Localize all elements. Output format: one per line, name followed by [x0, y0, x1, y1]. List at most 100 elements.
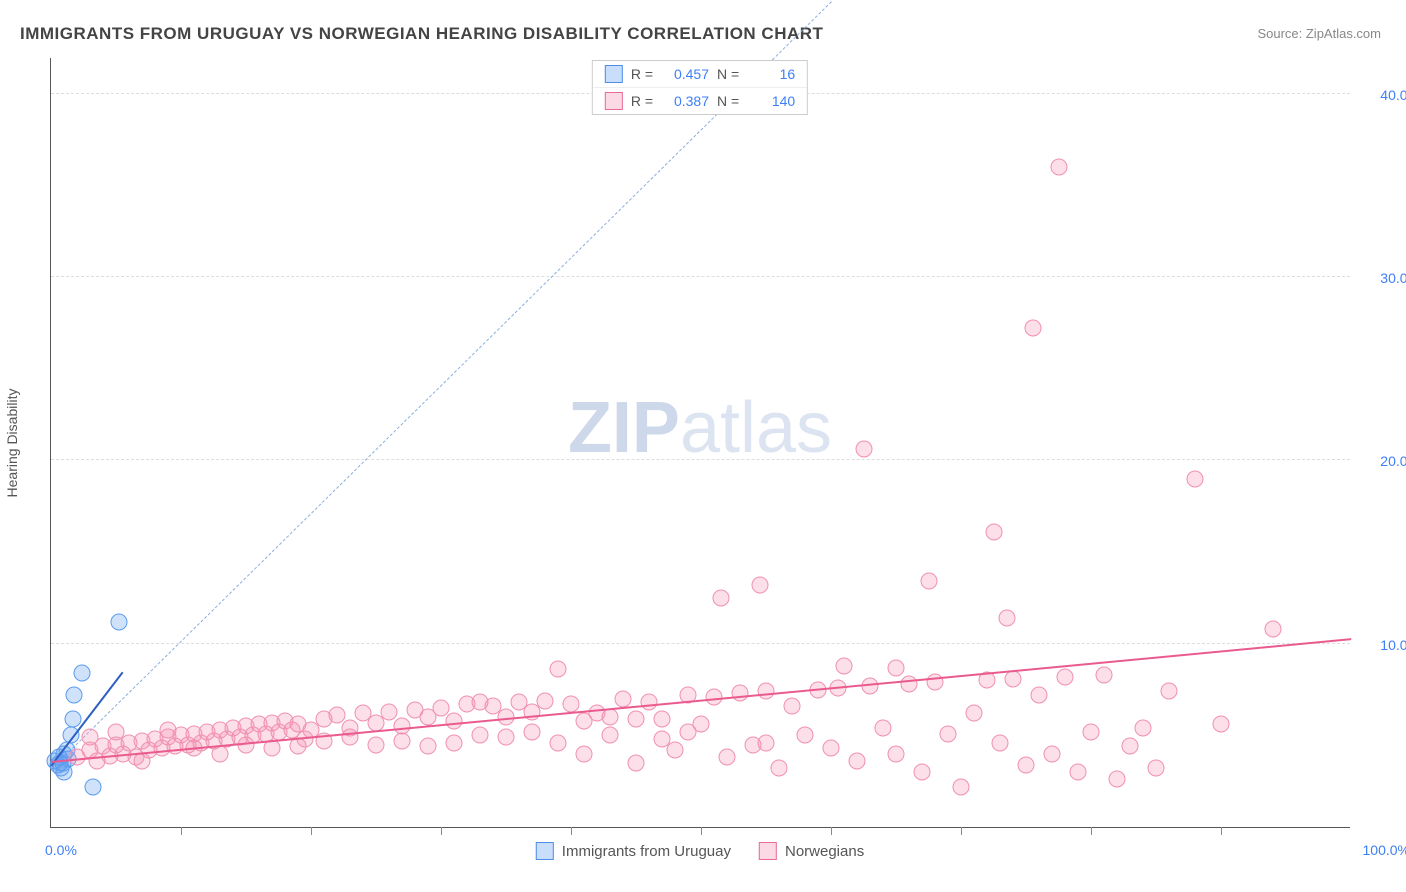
source-attribution: Source: ZipAtlas.com — [1257, 26, 1381, 41]
data-point — [1031, 687, 1048, 704]
data-point — [602, 709, 619, 726]
data-point — [472, 727, 489, 744]
data-point — [290, 738, 307, 755]
data-point — [1135, 720, 1152, 737]
data-point — [888, 659, 905, 676]
data-point — [615, 690, 632, 707]
x-tick — [571, 827, 572, 835]
x-tick — [831, 827, 832, 835]
data-point — [160, 721, 177, 738]
data-point — [628, 710, 645, 727]
data-point — [1044, 745, 1061, 762]
data-point — [784, 698, 801, 715]
swatch-blue — [605, 65, 623, 83]
data-point — [82, 729, 99, 746]
data-point — [550, 734, 567, 751]
data-point — [758, 734, 775, 751]
data-point — [849, 753, 866, 770]
legend-correlation: R = 0.457 N = 16 R = 0.387 N = 140 — [592, 60, 808, 115]
data-point — [212, 745, 229, 762]
data-point — [654, 731, 671, 748]
data-point — [1024, 320, 1041, 337]
data-point — [446, 734, 463, 751]
data-point — [108, 723, 125, 740]
data-point — [680, 723, 697, 740]
legend-series: Immigrants from Uruguay Norwegians — [536, 842, 864, 860]
data-point — [524, 723, 541, 740]
data-point — [953, 778, 970, 795]
data-point — [836, 657, 853, 674]
data-point — [1109, 771, 1126, 788]
x-tick — [1091, 827, 1092, 835]
y-tick-label: 10.0% — [1360, 637, 1406, 653]
legend-label-uruguay: Immigrants from Uruguay — [562, 843, 731, 860]
data-point — [758, 683, 775, 700]
data-point — [576, 745, 593, 762]
x-tick — [311, 827, 312, 835]
data-point — [797, 727, 814, 744]
x-tick — [181, 827, 182, 835]
data-point — [394, 732, 411, 749]
data-point — [381, 703, 398, 720]
data-point — [966, 705, 983, 722]
swatch-pink — [759, 842, 777, 860]
data-point — [719, 749, 736, 766]
data-point — [771, 760, 788, 777]
data-point — [712, 589, 729, 606]
plot-area: 10.0%20.0%30.0%40.0% — [50, 58, 1350, 828]
data-point — [1057, 668, 1074, 685]
data-point — [751, 577, 768, 594]
gridline — [51, 643, 1350, 644]
legend-label-norwegians: Norwegians — [785, 843, 864, 860]
data-point — [732, 685, 749, 702]
x-tick — [961, 827, 962, 835]
legend-r-value-norwegians: 0.387 — [661, 93, 709, 109]
data-point — [1265, 621, 1282, 638]
legend-n-value-uruguay: 16 — [747, 66, 795, 82]
legend-row-norwegians: R = 0.387 N = 140 — [593, 87, 807, 114]
legend-r-value-uruguay: 0.457 — [661, 66, 709, 82]
trend-line — [51, 638, 1351, 763]
data-point — [1213, 716, 1230, 733]
legend-r-label: R = — [631, 93, 653, 109]
data-point — [654, 710, 671, 727]
data-point — [875, 720, 892, 737]
data-point — [1083, 723, 1100, 740]
data-point — [550, 661, 567, 678]
data-point — [446, 712, 463, 729]
legend-n-label: N = — [717, 66, 739, 82]
data-point — [472, 694, 489, 711]
data-point — [998, 610, 1015, 627]
data-point — [992, 734, 1009, 751]
data-point — [1161, 683, 1178, 700]
data-point — [576, 712, 593, 729]
legend-item-norwegians: Norwegians — [759, 842, 864, 860]
source-name: ZipAtlas.com — [1306, 26, 1381, 41]
source-prefix: Source: — [1257, 26, 1305, 41]
data-point — [368, 736, 385, 753]
legend-n-label: N = — [717, 93, 739, 109]
x-tick — [441, 827, 442, 835]
legend-row-uruguay: R = 0.457 N = 16 — [593, 61, 807, 87]
x-axis-max-label: 100.0% — [1363, 842, 1406, 858]
data-point — [1050, 159, 1067, 176]
data-point — [914, 764, 931, 781]
data-point — [901, 676, 918, 693]
data-point — [1187, 470, 1204, 487]
x-tick — [701, 827, 702, 835]
legend-item-uruguay: Immigrants from Uruguay — [536, 842, 731, 860]
data-point — [1096, 666, 1113, 683]
y-tick-label: 30.0% — [1360, 270, 1406, 286]
data-point — [888, 745, 905, 762]
data-point — [602, 727, 619, 744]
y-tick-label: 20.0% — [1360, 453, 1406, 469]
legend-n-value-norwegians: 140 — [747, 93, 795, 109]
data-point — [823, 740, 840, 757]
x-tick — [1221, 827, 1222, 835]
y-axis-label: Hearing Disability — [4, 389, 20, 498]
data-point — [66, 687, 83, 704]
data-point — [855, 441, 872, 458]
trend-line — [57, 1, 831, 763]
data-point — [1148, 760, 1165, 777]
gridline — [51, 459, 1350, 460]
